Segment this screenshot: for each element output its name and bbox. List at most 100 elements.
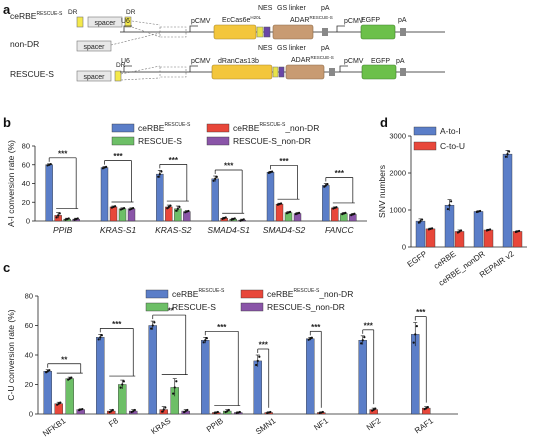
- dran-cas13b-block: [211, 64, 273, 80]
- replicate-dot: [151, 324, 154, 327]
- replicate-dot: [48, 369, 51, 372]
- construct-label-cerbe: ceRBERESCUE-S: [10, 11, 63, 21]
- bar: [156, 173, 164, 222]
- pcmv2-arrow-top: [336, 25, 345, 32]
- pcmv2-label-top: pCMV: [344, 18, 364, 25]
- legend-label: RESCUE-S: [172, 302, 216, 312]
- bar: [54, 403, 63, 415]
- dran-cas13b-label: dRanCas13b: [218, 58, 259, 65]
- x-tick-label: PPIB: [53, 225, 73, 235]
- replicate-dot: [298, 211, 301, 214]
- replicate-dot: [130, 410, 133, 414]
- replicate-dot: [108, 410, 111, 414]
- replicate-dot: [204, 339, 207, 342]
- replicate-dot: [150, 327, 153, 330]
- replicate-dot: [122, 380, 125, 383]
- replicate-dot: [321, 410, 324, 414]
- bar: [96, 337, 105, 415]
- bar: [331, 207, 339, 222]
- x-tick-label: SMAD4-S1: [207, 225, 250, 235]
- dr-label-3: DR: [116, 62, 126, 69]
- panel-b-chart: 0 20 40 60 80 A-I conversion rate (%) PPIB *** K…: [6, 122, 367, 235]
- replicate-dot: [67, 217, 70, 220]
- replicate-dot: [361, 339, 364, 342]
- replicate-dot: [132, 409, 135, 413]
- replicate-dot: [68, 377, 71, 380]
- bar: [444, 204, 455, 248]
- legend-label: RESCUE-S_non-DR: [267, 302, 345, 312]
- x-tick-label: PPIB: [205, 416, 225, 434]
- significance-label: ***: [224, 162, 234, 171]
- pa1-label-top: pA: [321, 5, 330, 12]
- panel-c-letter: c: [3, 260, 10, 275]
- significance-label: ***: [217, 323, 227, 332]
- x-tick-label: F8: [107, 416, 120, 429]
- replicate-dot: [417, 221, 420, 224]
- cas6e-block: [213, 24, 257, 40]
- bar: [109, 206, 118, 222]
- y-tick-label: 3000: [389, 132, 406, 141]
- replicate-dot: [164, 406, 167, 409]
- x-tick-label: SMN1: [254, 416, 278, 436]
- replicate-dot: [506, 153, 509, 156]
- bar: [483, 229, 494, 248]
- nes-label-top: NES: [258, 5, 273, 12]
- replicate-dot: [374, 407, 377, 410]
- bar: [275, 203, 284, 222]
- replicate-dot: [184, 409, 187, 413]
- bar: [253, 360, 262, 415]
- replicate-dot: [175, 209, 178, 212]
- replicate-dot: [255, 363, 258, 367]
- replicate-dot: [153, 321, 156, 324]
- pa2-block-top: [400, 28, 406, 36]
- replicate-dot: [423, 408, 426, 411]
- bar: [127, 208, 136, 222]
- panel-b-letter: b: [3, 115, 11, 130]
- replicate-dot: [508, 150, 511, 153]
- replicate-dot: [57, 402, 60, 405]
- legend-swatch: [206, 123, 230, 133]
- y-tick-label: 60: [25, 321, 33, 330]
- bar: [148, 325, 157, 415]
- dr-block-1: [76, 16, 84, 28]
- replicate-dot: [166, 207, 169, 210]
- legend-label: A-to-I: [440, 126, 461, 136]
- dr-block-2: [124, 16, 132, 28]
- significance-label: ***: [113, 152, 123, 161]
- replicate-dot: [99, 336, 102, 339]
- replicate-dot: [215, 175, 218, 178]
- replicate-dot: [176, 207, 179, 210]
- y-tick-label: 60: [22, 160, 30, 169]
- replicate-dot: [458, 230, 461, 233]
- pcmv1-arrow-top: [189, 25, 198, 32]
- cas6e-label: EcCas6eH20L: [222, 15, 262, 24]
- pa2-label-bottom: pA: [396, 58, 405, 65]
- adar-label-bottom: ADARRESCUE-S: [291, 55, 334, 64]
- replicate-dot: [55, 216, 58, 219]
- replicate-dot: [167, 205, 170, 209]
- significance-label: ***: [165, 307, 175, 316]
- replicate-dot: [242, 218, 245, 221]
- replicate-dot: [214, 177, 217, 180]
- u6-arrow-top: [123, 25, 132, 32]
- replicate-dot: [448, 204, 451, 207]
- replicate-dot: [76, 217, 79, 220]
- bar: [322, 185, 330, 222]
- panel-a-letter: a: [3, 2, 11, 17]
- replicate-dot: [414, 333, 417, 336]
- y-tick-label: 0: [26, 217, 30, 226]
- x-tick-label: KRAS: [149, 416, 172, 436]
- significance-label: **: [61, 355, 68, 364]
- y-tick-label: 40: [22, 179, 30, 188]
- replicate-dot: [460, 229, 463, 232]
- nes-block-bottom: [272, 66, 279, 78]
- replicate-dot: [479, 209, 482, 213]
- replicate-dot: [123, 207, 126, 210]
- y-tick-label: 20: [25, 380, 33, 389]
- replicate-dot: [419, 220, 422, 223]
- x-tick-label: KRAS-S1: [100, 225, 137, 235]
- bar: [306, 338, 315, 415]
- replicate-dot: [46, 370, 49, 373]
- significance-label: ***: [311, 323, 321, 332]
